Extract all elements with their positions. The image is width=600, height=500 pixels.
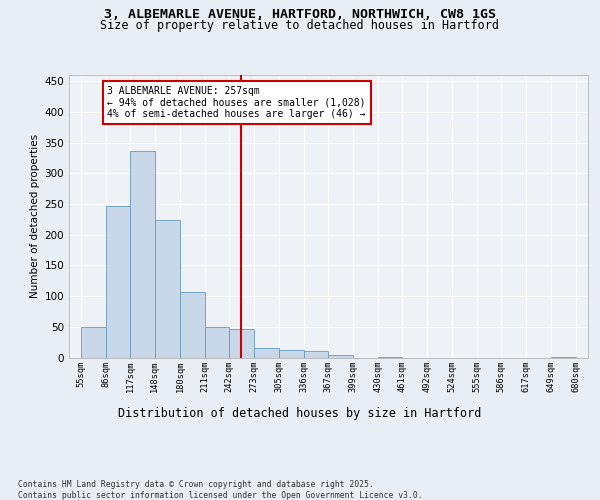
Bar	[378, 357, 403, 358]
Bar	[304, 352, 328, 358]
Text: 3, ALBEMARLE AVENUE, HARTFORD, NORTHWICH, CW8 1GS: 3, ALBEMARLE AVENUE, HARTFORD, NORTHWICH…	[104, 8, 496, 20]
Text: Size of property relative to detached houses in Hartford: Size of property relative to detached ho…	[101, 19, 499, 32]
Bar	[155, 220, 180, 358]
Text: Distribution of detached houses by size in Hartford: Distribution of detached houses by size …	[118, 408, 482, 420]
Y-axis label: Number of detached properties: Number of detached properties	[30, 134, 40, 298]
Bar	[254, 348, 279, 358]
Bar	[551, 357, 576, 358]
Bar	[106, 206, 130, 358]
Bar	[229, 329, 254, 358]
Bar	[279, 350, 304, 358]
Text: Contains HM Land Registry data © Crown copyright and database right 2025.
Contai: Contains HM Land Registry data © Crown c…	[18, 480, 422, 500]
Bar	[180, 292, 205, 358]
Bar	[205, 327, 229, 358]
Bar	[81, 327, 106, 358]
Bar	[130, 151, 155, 358]
Text: 3 ALBEMARLE AVENUE: 257sqm
← 94% of detached houses are smaller (1,028)
4% of se: 3 ALBEMARLE AVENUE: 257sqm ← 94% of deta…	[107, 86, 366, 120]
Bar	[328, 355, 353, 358]
